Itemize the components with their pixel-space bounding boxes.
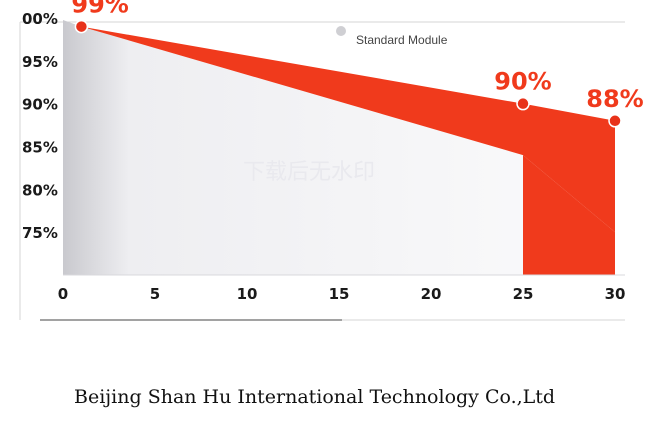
plot-area bbox=[63, 20, 615, 275]
company-name: Beijing Shan Hu International Technology… bbox=[74, 386, 555, 408]
data-point-label: 99% bbox=[71, 0, 128, 19]
x-tick-label: 5 bbox=[150, 285, 160, 303]
watermark: 下载后无水印 bbox=[243, 160, 375, 185]
y-tick-label: 00% bbox=[22, 10, 58, 28]
data-point-marker bbox=[609, 115, 621, 127]
x-tick-label: 25 bbox=[513, 285, 534, 303]
x-tick-label: 0 bbox=[58, 285, 68, 303]
y-tick-label: 75% bbox=[22, 224, 58, 242]
data-point-marker bbox=[75, 21, 87, 33]
x-tick-label: 15 bbox=[329, 285, 350, 303]
legend-label: Standard Module bbox=[356, 33, 448, 47]
y-tick-label: 95% bbox=[22, 53, 58, 71]
legend-marker bbox=[336, 26, 346, 36]
data-point-label: 90% bbox=[494, 68, 551, 96]
y-tick-label: 80% bbox=[22, 181, 58, 199]
data-point-marker bbox=[517, 98, 529, 110]
x-tick-label: 30 bbox=[605, 285, 626, 303]
y-tick-label: 85% bbox=[22, 139, 58, 157]
y-tick-label: 90% bbox=[22, 96, 58, 114]
x-tick-label: 20 bbox=[421, 285, 442, 303]
x-tick-label: 10 bbox=[237, 285, 258, 303]
data-point-label: 88% bbox=[586, 85, 643, 113]
